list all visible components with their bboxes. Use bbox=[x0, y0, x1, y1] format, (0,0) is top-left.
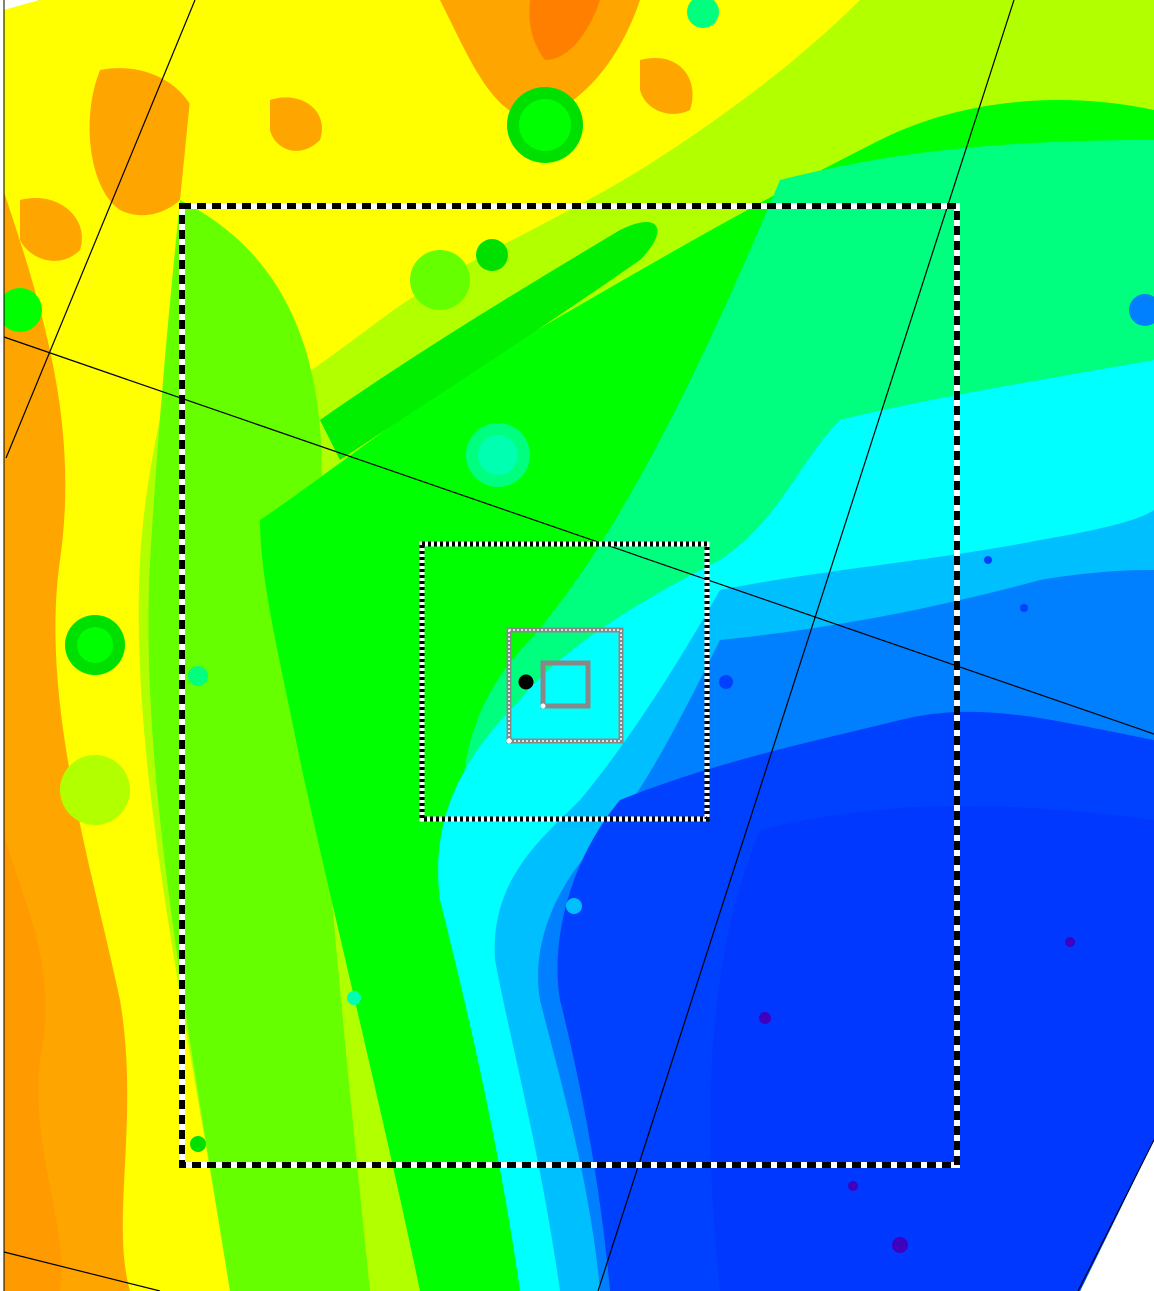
location-marker[interactable] bbox=[519, 675, 534, 690]
core-corner-dot bbox=[541, 704, 546, 709]
inner-corner-dot bbox=[507, 739, 512, 744]
